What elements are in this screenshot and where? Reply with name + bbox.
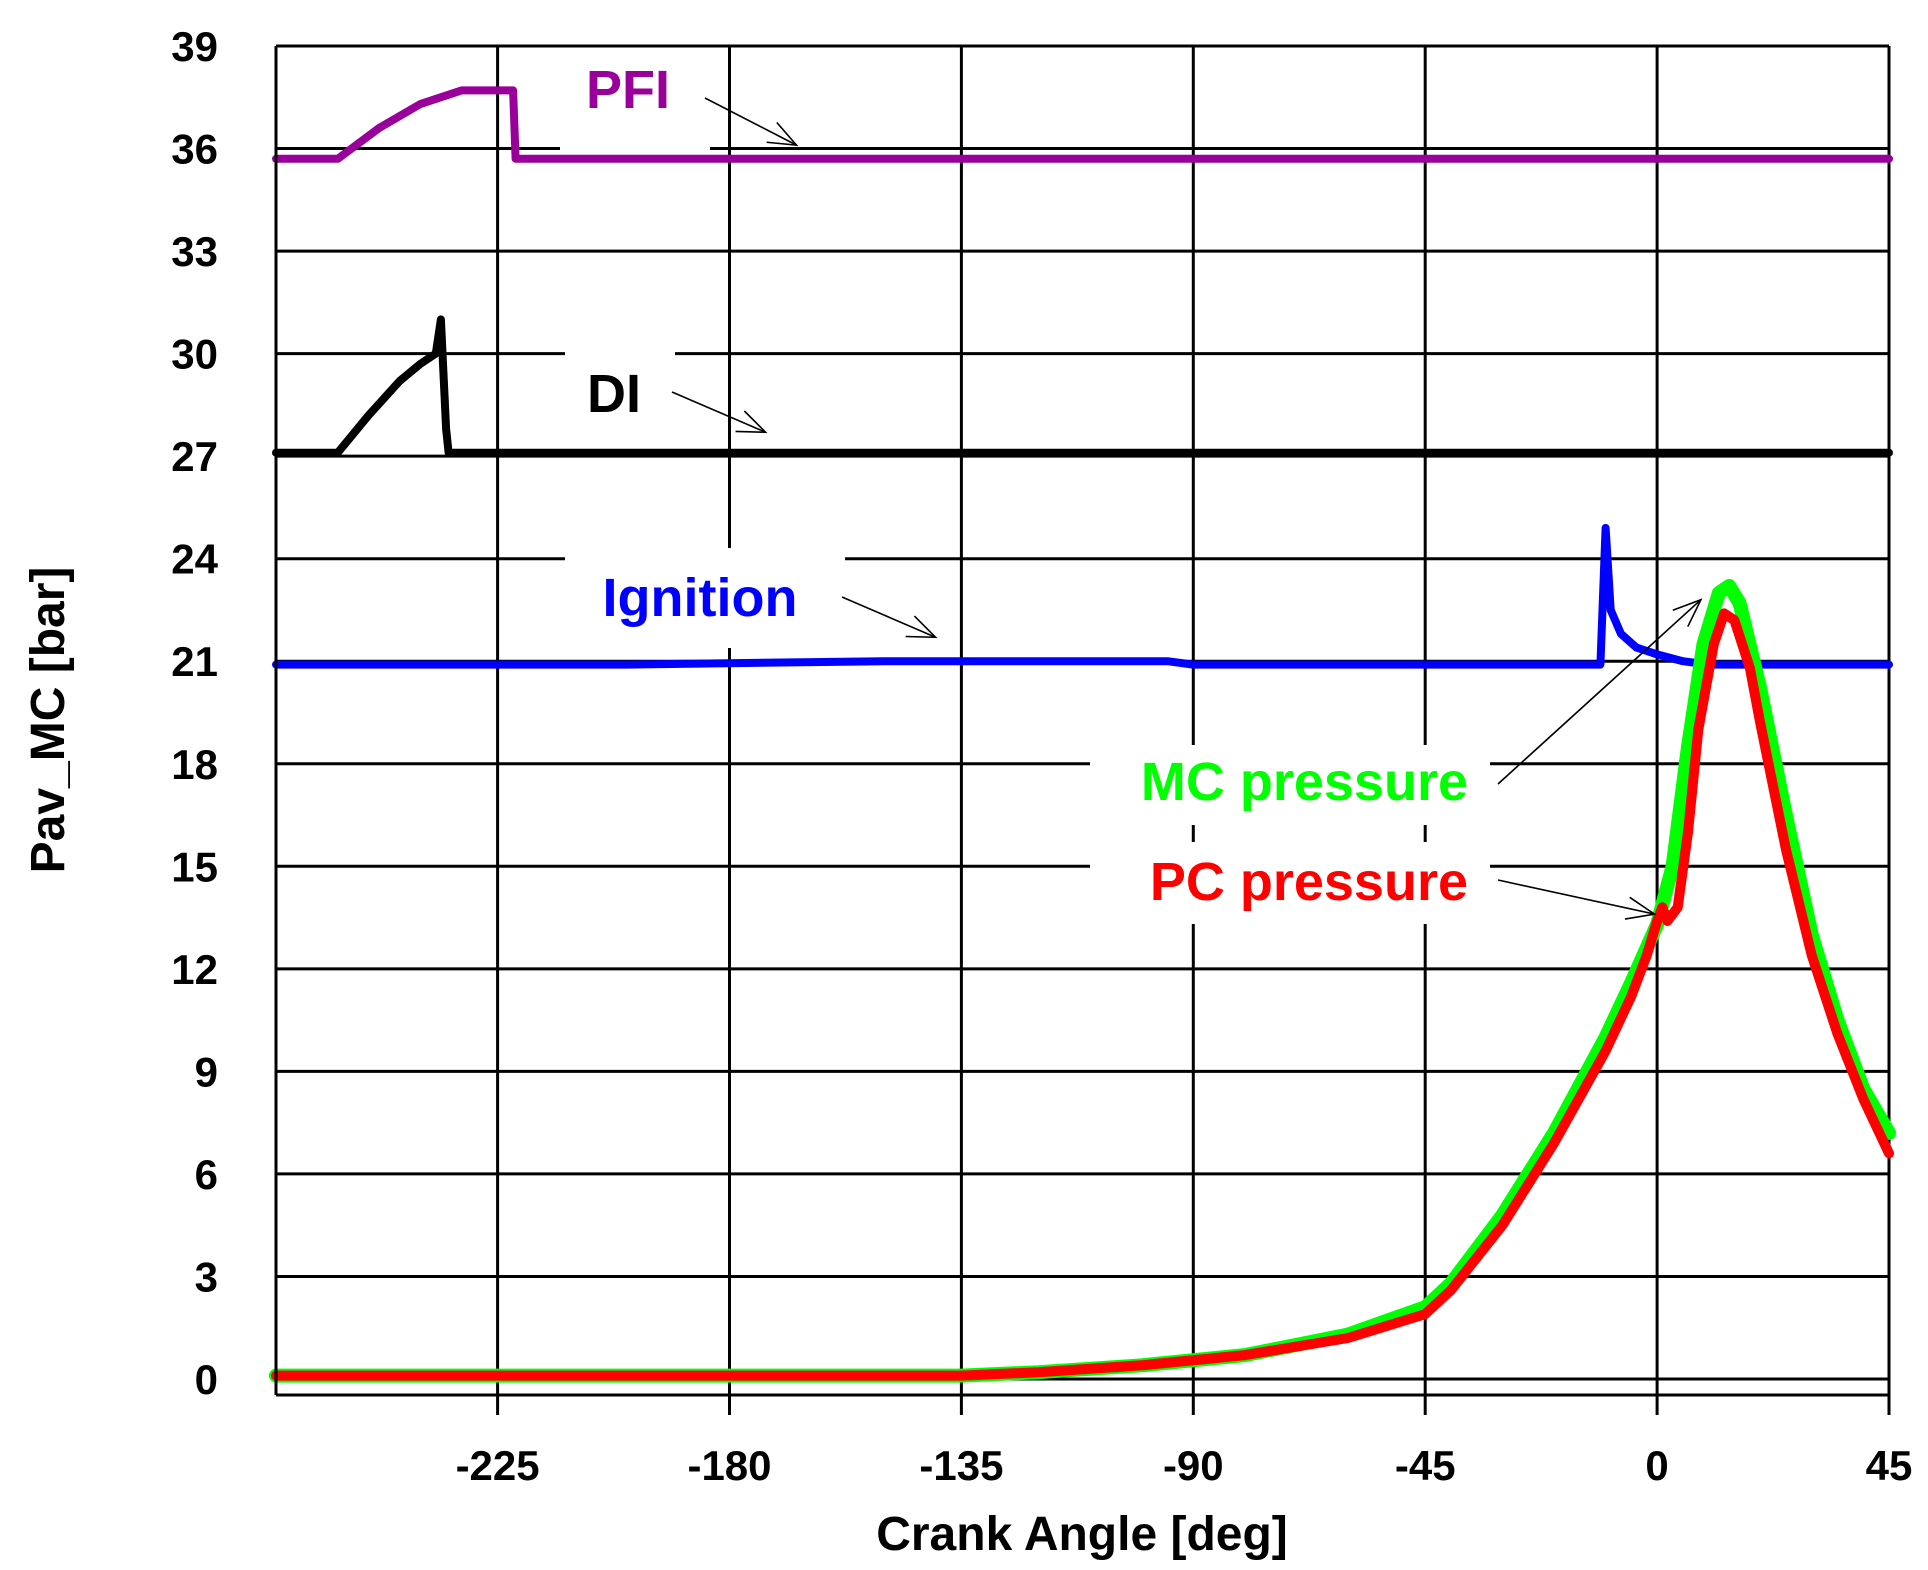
annotation-background bbox=[565, 548, 845, 648]
annotation-arrow-head bbox=[905, 615, 938, 639]
y-tick-label: 33 bbox=[171, 228, 218, 275]
annotation-label: Ignition bbox=[603, 568, 798, 628]
annotation-arrow-shaft bbox=[1497, 599, 1702, 785]
annotation-backgrounds bbox=[560, 72, 1490, 924]
x-tick-label: -225 bbox=[456, 1442, 540, 1489]
y-tick-label: 18 bbox=[171, 741, 218, 788]
annotations: PFI DI Ignition MC pressure PC pressure bbox=[586, 60, 1703, 920]
x-tick-label: -45 bbox=[1395, 1442, 1456, 1489]
y-tick-label: 36 bbox=[171, 126, 218, 173]
annotation-label: PC pressure bbox=[1150, 852, 1468, 912]
y-tick-label: 12 bbox=[171, 946, 218, 993]
series-line-di bbox=[272, 315, 1893, 457]
y-tick-label: 27 bbox=[171, 433, 218, 480]
x-tick-label: 45 bbox=[1866, 1442, 1913, 1489]
annotation-arrow-shaft bbox=[1497, 879, 1655, 915]
annotation-arrow-head bbox=[1672, 598, 1703, 628]
annotation-background bbox=[565, 345, 675, 445]
y-tick-label: 24 bbox=[171, 536, 218, 583]
annotation-arrow-shaft bbox=[704, 97, 797, 146]
y-tick-label: 15 bbox=[171, 843, 218, 890]
y-axis-title: Pav_MC [bar] bbox=[22, 567, 75, 874]
horizontal-gridlines bbox=[276, 44, 1889, 1381]
annotation-arrow-shaft bbox=[841, 596, 936, 639]
y-tick-label: 30 bbox=[171, 331, 218, 378]
y-tick-label: 3 bbox=[195, 1253, 218, 1300]
annotation-background bbox=[1090, 842, 1490, 924]
annotation-arrow-shaft bbox=[671, 391, 766, 433]
series-line-pfi bbox=[272, 86, 1893, 163]
annotation-arrow-head bbox=[735, 410, 768, 434]
series-line-pc-pressure bbox=[271, 608, 1894, 1381]
y-tick-label: 21 bbox=[171, 638, 218, 685]
annotation-arrow-head bbox=[1624, 896, 1657, 920]
annotation-background bbox=[1090, 745, 1490, 825]
y-tick-label: 9 bbox=[195, 1048, 218, 1095]
annotation-label: PFI bbox=[586, 60, 670, 120]
x-tick-label: -135 bbox=[919, 1442, 1003, 1489]
y-tick-label: 0 bbox=[195, 1356, 218, 1403]
annotation-label: MC pressure bbox=[1141, 752, 1468, 812]
x-tick-label: 0 bbox=[1645, 1442, 1668, 1489]
series-layer bbox=[269, 86, 1896, 1383]
y-tick-label: 6 bbox=[195, 1151, 218, 1198]
series-line-ignition bbox=[272, 523, 1893, 669]
x-tick-label: -90 bbox=[1163, 1442, 1224, 1489]
annotation-label: DI bbox=[587, 364, 641, 424]
x-axis-title: Crank Angle [deg] bbox=[876, 1508, 1288, 1561]
annotation-background bbox=[560, 72, 710, 154]
x-tick-labels: -225 -180 -135 -90 -45 0 45 bbox=[456, 1442, 1913, 1489]
annotation-arrow-head bbox=[766, 121, 799, 147]
vertical-gridlines bbox=[496, 46, 1891, 1415]
x-tick-label: -180 bbox=[687, 1442, 771, 1489]
y-tick-label: 39 bbox=[171, 23, 218, 70]
